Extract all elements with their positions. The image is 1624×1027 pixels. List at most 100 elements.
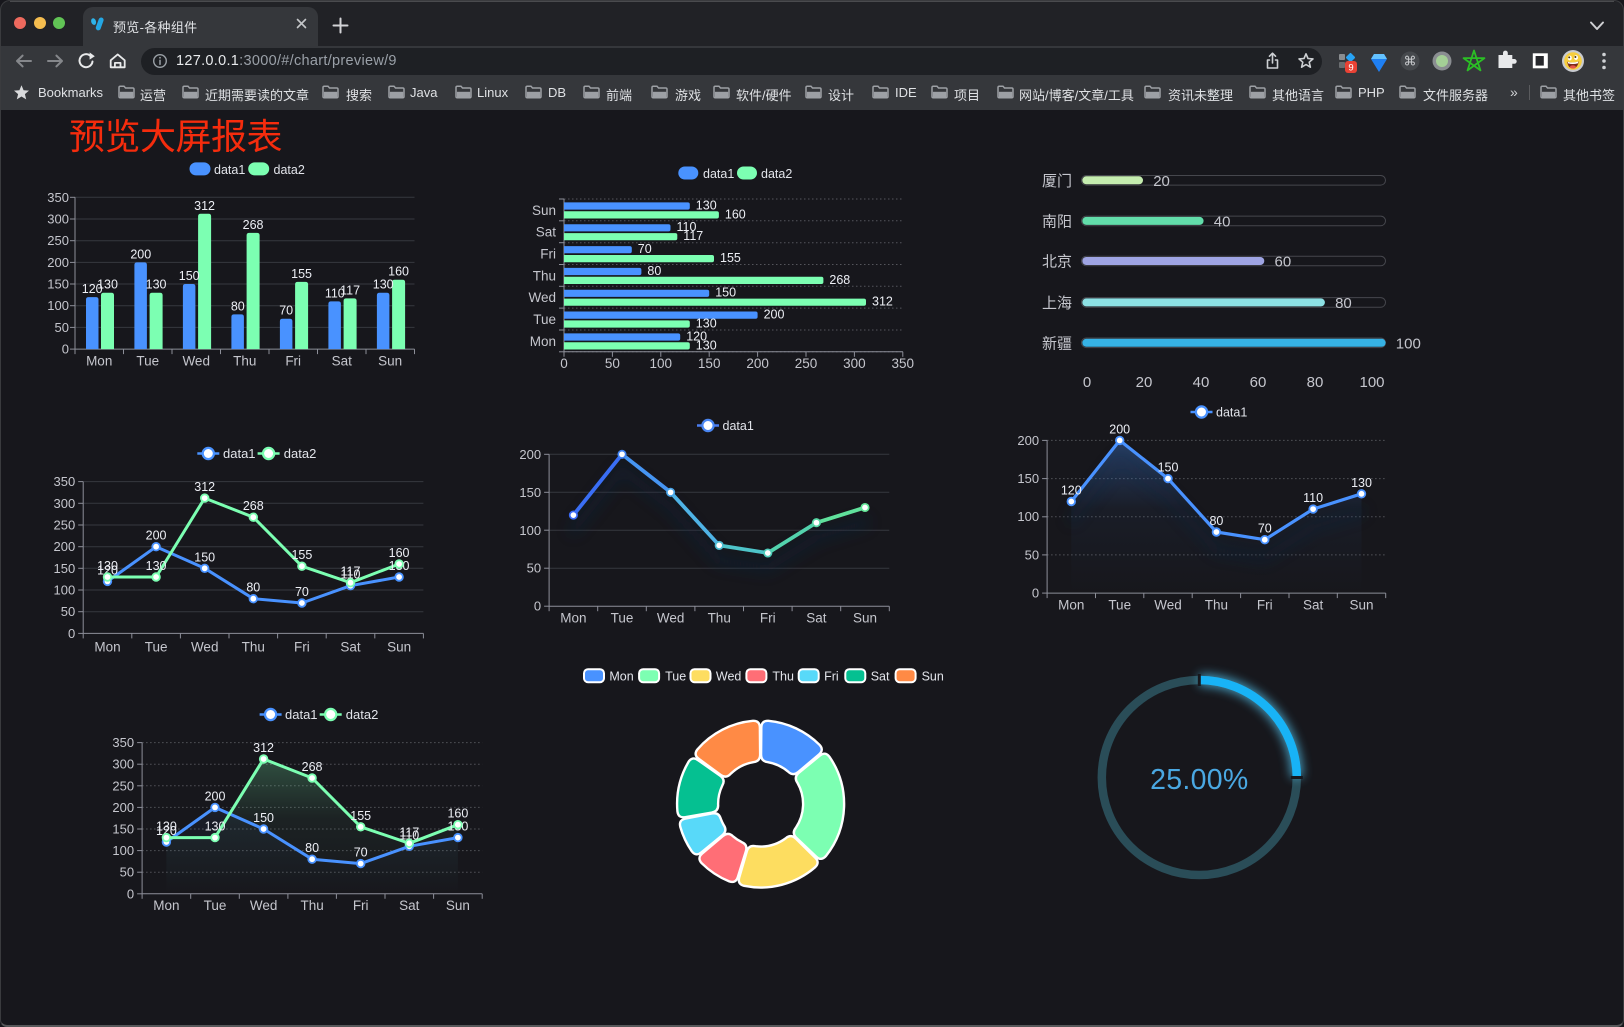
svg-text:北京: 北京 bbox=[1042, 254, 1072, 271]
svg-text:130: 130 bbox=[97, 278, 118, 292]
svg-text:Fri: Fri bbox=[760, 611, 776, 626]
svg-text:130: 130 bbox=[146, 559, 167, 573]
svg-text:200: 200 bbox=[1017, 433, 1039, 448]
svg-text:Tue: Tue bbox=[145, 640, 168, 655]
svg-text:Sat: Sat bbox=[806, 611, 827, 626]
svg-text:120: 120 bbox=[82, 282, 103, 296]
svg-text:155: 155 bbox=[291, 548, 312, 562]
svg-text:150: 150 bbox=[112, 822, 134, 837]
svg-text:155: 155 bbox=[350, 809, 371, 823]
svg-text:150: 150 bbox=[715, 286, 736, 300]
svg-text:Wed: Wed bbox=[657, 611, 685, 626]
svg-text:Thu: Thu bbox=[300, 898, 323, 913]
svg-text:268: 268 bbox=[829, 273, 850, 287]
svg-text:100: 100 bbox=[112, 843, 134, 858]
svg-text:厦门: 厦门 bbox=[1042, 173, 1072, 190]
svg-text:268: 268 bbox=[243, 218, 264, 232]
svg-text:Wed: Wed bbox=[250, 898, 278, 913]
svg-text:100: 100 bbox=[1359, 374, 1384, 391]
svg-text:200: 200 bbox=[53, 539, 75, 554]
svg-text:100: 100 bbox=[650, 356, 673, 371]
svg-text:Sun: Sun bbox=[446, 898, 470, 913]
svg-text:110: 110 bbox=[677, 220, 697, 234]
svg-text:250: 250 bbox=[795, 356, 818, 371]
svg-text:200: 200 bbox=[146, 529, 167, 543]
svg-text:70: 70 bbox=[279, 304, 293, 318]
svg-text:0: 0 bbox=[1083, 374, 1091, 391]
svg-text:130: 130 bbox=[97, 559, 118, 573]
svg-text:268: 268 bbox=[302, 760, 323, 774]
svg-text:Mon: Mon bbox=[609, 670, 633, 684]
svg-text:0: 0 bbox=[127, 886, 134, 901]
svg-text:312: 312 bbox=[872, 295, 893, 309]
svg-text:100: 100 bbox=[1017, 509, 1039, 524]
svg-text:Sat: Sat bbox=[399, 898, 420, 913]
svg-text:130: 130 bbox=[696, 316, 717, 330]
svg-text:120: 120 bbox=[97, 563, 118, 577]
svg-text:Sun: Sun bbox=[387, 640, 411, 655]
svg-text:130: 130 bbox=[373, 278, 394, 292]
svg-text:Fri: Fri bbox=[285, 354, 301, 369]
svg-text:117: 117 bbox=[341, 565, 361, 579]
svg-text:200: 200 bbox=[130, 247, 151, 261]
svg-text:250: 250 bbox=[53, 518, 75, 533]
svg-text:Wed: Wed bbox=[191, 640, 219, 655]
svg-text:120: 120 bbox=[156, 824, 177, 838]
svg-text:250: 250 bbox=[112, 778, 134, 793]
svg-text:40: 40 bbox=[1214, 213, 1231, 230]
svg-text:150: 150 bbox=[698, 356, 721, 371]
svg-text:117: 117 bbox=[340, 283, 360, 297]
svg-text:200: 200 bbox=[746, 356, 769, 371]
svg-text:data1: data1 bbox=[723, 419, 754, 433]
svg-text:Thu: Thu bbox=[708, 611, 731, 626]
svg-text:130: 130 bbox=[146, 278, 167, 292]
svg-text:160: 160 bbox=[447, 807, 468, 821]
svg-text:50: 50 bbox=[1025, 547, 1039, 562]
svg-text:Thu: Thu bbox=[772, 670, 794, 684]
svg-text:150: 150 bbox=[194, 550, 215, 564]
svg-text:350: 350 bbox=[47, 190, 69, 205]
svg-text:160: 160 bbox=[725, 207, 746, 221]
svg-text:上海: 上海 bbox=[1042, 295, 1072, 312]
svg-text:40: 40 bbox=[1193, 374, 1210, 391]
svg-text:Tue: Tue bbox=[611, 611, 634, 626]
svg-text:110: 110 bbox=[325, 286, 345, 300]
svg-text:350: 350 bbox=[53, 474, 75, 489]
svg-text:150: 150 bbox=[1158, 461, 1179, 475]
svg-text:50: 50 bbox=[55, 320, 69, 335]
svg-text:120: 120 bbox=[1061, 484, 1082, 498]
svg-text:data2: data2 bbox=[274, 163, 305, 177]
svg-text:Thu: Thu bbox=[533, 268, 556, 283]
svg-text:Fri: Fri bbox=[540, 247, 556, 262]
svg-text:南阳: 南阳 bbox=[1042, 213, 1072, 230]
svg-text:100: 100 bbox=[47, 298, 69, 313]
svg-text:Fri: Fri bbox=[1257, 598, 1273, 613]
svg-text:130: 130 bbox=[1351, 476, 1372, 490]
svg-text:300: 300 bbox=[53, 496, 75, 511]
svg-text:70: 70 bbox=[1258, 522, 1272, 536]
svg-text:Mon: Mon bbox=[153, 898, 179, 913]
svg-text:110: 110 bbox=[341, 568, 361, 582]
svg-text:0: 0 bbox=[560, 356, 568, 371]
svg-text:Sun: Sun bbox=[853, 611, 877, 626]
svg-text:data2: data2 bbox=[346, 707, 379, 722]
svg-text:data2: data2 bbox=[284, 446, 317, 461]
svg-text:新疆: 新疆 bbox=[1042, 335, 1072, 352]
svg-text:Sun: Sun bbox=[532, 203, 556, 218]
svg-text:117: 117 bbox=[399, 825, 419, 839]
svg-text:300: 300 bbox=[843, 356, 866, 371]
svg-text:350: 350 bbox=[892, 356, 915, 371]
svg-text:Wed: Wed bbox=[1154, 598, 1182, 613]
svg-text:80: 80 bbox=[246, 581, 260, 595]
svg-text:Mon: Mon bbox=[94, 640, 120, 655]
svg-text:Thu: Thu bbox=[1205, 598, 1228, 613]
svg-text:Tue: Tue bbox=[665, 670, 686, 684]
svg-text:70: 70 bbox=[638, 242, 652, 256]
svg-text:50: 50 bbox=[120, 865, 134, 880]
svg-text:150: 150 bbox=[53, 561, 75, 576]
svg-text:110: 110 bbox=[399, 828, 419, 842]
svg-text:50: 50 bbox=[61, 604, 75, 619]
svg-text:data1: data1 bbox=[223, 446, 256, 461]
svg-text:Tue: Tue bbox=[1108, 598, 1131, 613]
svg-text:60: 60 bbox=[1250, 374, 1267, 391]
